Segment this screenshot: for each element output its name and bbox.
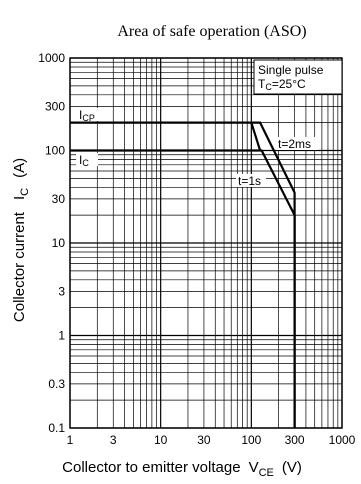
x-tick-label: 3 <box>110 433 117 447</box>
x-tick-label: 30 <box>197 433 211 447</box>
legend-line-1: Single pulse <box>258 63 324 77</box>
tick-labels: 0.1 0.3 1 3 10 30 100 300 1000 1 3 10 30 100 300 1000 <box>38 51 355 447</box>
y-axis-label: Collector currentIC(A) <box>11 158 31 322</box>
x-tick-label: 10 <box>154 433 168 447</box>
x-tick-label: 1000 <box>329 433 356 447</box>
x-tick-label: 300 <box>285 433 305 447</box>
icp-label: ICP <box>76 108 102 123</box>
svg-text:t=1s: t=1s <box>238 174 261 188</box>
x-tick-label: 1 <box>67 433 74 447</box>
y-tick-label: 300 <box>45 99 65 113</box>
plot-border <box>69 57 343 429</box>
ic-label: IC <box>76 153 98 168</box>
y-tick-label: 0.1 <box>48 421 65 435</box>
boundary-segment <box>250 122 262 151</box>
series-line-t-1s <box>70 149 296 428</box>
chart-title: Area of safe operation (ASO) <box>117 23 306 40</box>
annotation-1s: t=1s <box>236 174 266 188</box>
svg-text:ICP: ICP <box>79 108 95 123</box>
svg-text:IC: IC <box>79 153 89 168</box>
series-group <box>70 121 296 428</box>
annotation-2ms: t=2ms <box>276 137 318 151</box>
plot-frame <box>69 57 343 429</box>
x-axis-label: Collector to emitter voltage VCE (V) <box>62 459 302 479</box>
y-tick-label: 30 <box>52 192 66 206</box>
y-tick-label: 0.3 <box>48 377 65 391</box>
y-tick-label: 1000 <box>38 51 65 65</box>
y-tick-label: 100 <box>45 144 65 158</box>
x-tick-label: 100 <box>241 433 261 447</box>
y-tick-label: 3 <box>58 284 65 298</box>
svg-text:t=2ms: t=2ms <box>278 137 311 151</box>
y-tick-label: 10 <box>52 236 66 250</box>
legend-box: Single pulse TC=25°C <box>253 59 343 95</box>
series-line-t-2ms <box>70 121 296 428</box>
y-tick-label: 1 <box>58 329 65 343</box>
grid <box>69 57 343 429</box>
legend-line-2: TC=25°C <box>258 77 306 92</box>
